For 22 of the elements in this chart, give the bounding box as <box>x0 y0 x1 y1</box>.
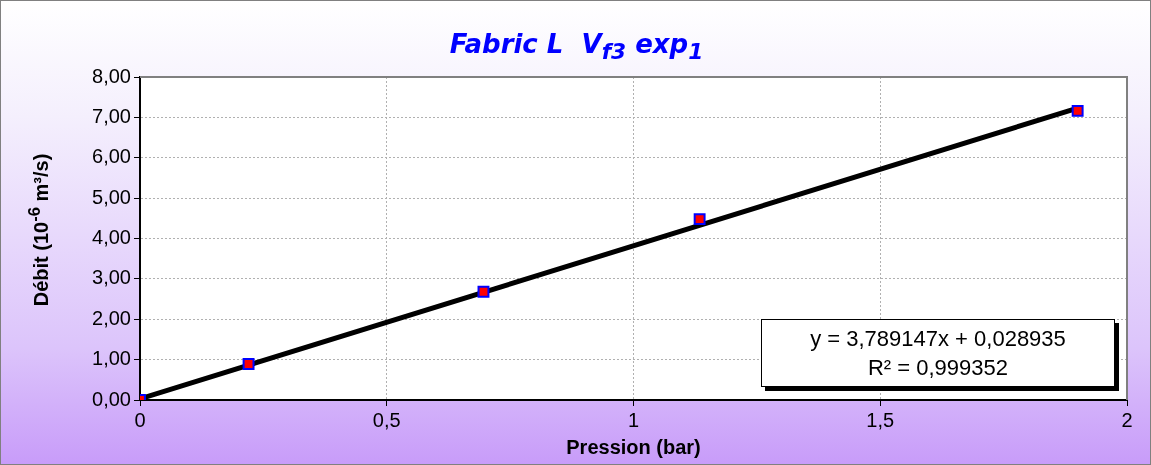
annotation: R² = 0,999352 <box>866 354 1009 382</box>
y-tick-label: 3,00 <box>92 266 131 289</box>
y-tick-label: 2,00 <box>92 306 131 329</box>
point <box>242 358 255 371</box>
chart-title: Fabric L V$_{f3}$ exp$_{1}$ <box>448 29 705 65</box>
y-tick-label: 0,00 <box>92 387 131 410</box>
x-tick-label: 2 <box>1121 408 1133 431</box>
x-axis-title: Pression (bar) <box>566 435 701 458</box>
point <box>477 285 490 298</box>
y-tick-label: 8,00 <box>92 64 131 87</box>
annotation: y = 3,789147x + 0,028935 <box>809 325 1067 353</box>
x-tick-label: 0 <box>134 408 146 431</box>
point <box>1071 104 1084 117</box>
x-tick-label: 1 <box>627 408 640 431</box>
y-tick-label: 5,00 <box>92 185 131 208</box>
y-tick-label: 7,00 <box>92 104 131 127</box>
point <box>693 213 706 226</box>
y-tick-label: 4,00 <box>92 226 131 249</box>
x-tick-label: 0,5 <box>372 408 401 431</box>
x-tick-label: 1,5 <box>866 408 895 431</box>
y-tick-label: 1,00 <box>92 347 131 370</box>
y-tick-label: 6,00 <box>92 145 131 168</box>
